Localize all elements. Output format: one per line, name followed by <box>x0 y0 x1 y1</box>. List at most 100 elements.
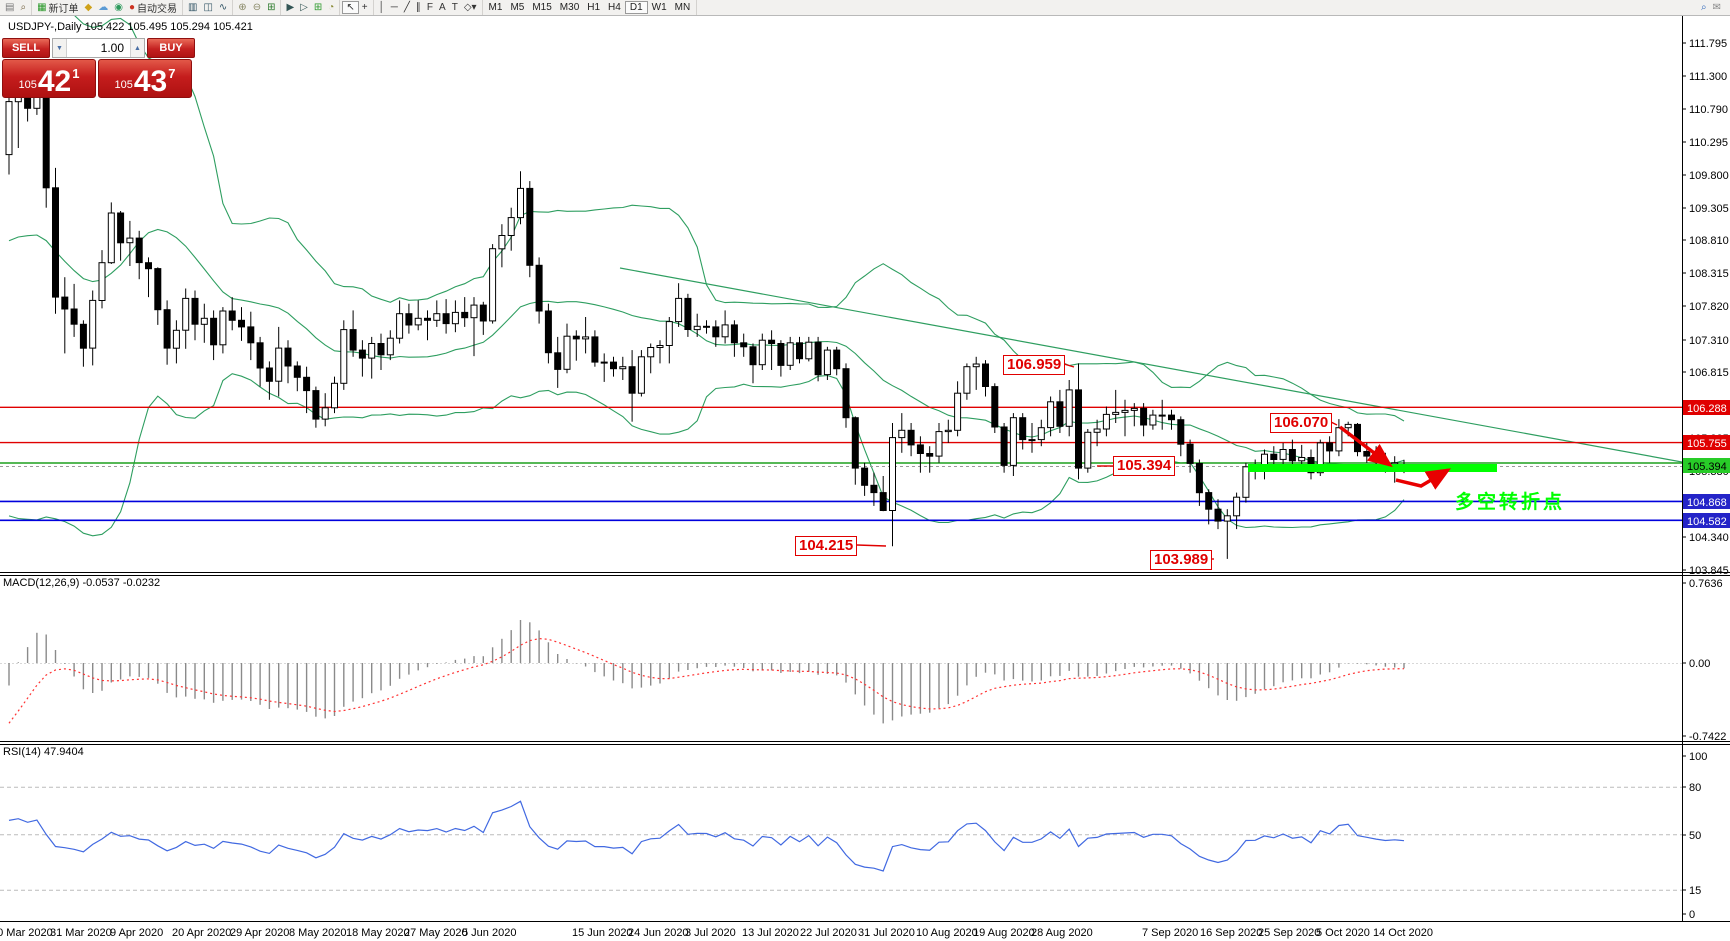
timeframe-h1-button[interactable]: H1 <box>587 2 601 13</box>
price-axis[interactable]: 111.795 111.300 110.790 110.295 109.800 109.3… <box>1682 38 1730 921</box>
svg-text:-0.7422: -0.7422 <box>1689 731 1726 743</box>
buy-button[interactable]: BUY <box>147 38 195 58</box>
svg-text:9 Apr 2020: 9 Apr 2020 <box>110 927 163 939</box>
hline-button[interactable]: ─ <box>388 1 401 14</box>
step-end-icon: ▷ <box>300 2 308 13</box>
zoom-in-button[interactable]: ⊕ <box>235 1 249 14</box>
svg-text:109.305: 109.305 <box>1689 203 1729 215</box>
svg-text:106.815: 106.815 <box>1689 367 1729 379</box>
sell-price-pipette: 1 <box>72 66 80 81</box>
tile-windows-button[interactable]: ⊞ <box>264 1 278 14</box>
profile-preview-button[interactable]: ⌕ <box>17 1 29 14</box>
chart-ohlc-title: USDJPY-,Daily 105.422 105.495 105.294 10… <box>8 21 253 33</box>
search-button[interactable]: ⌕ <box>1698 1 1710 14</box>
svg-text:31 Mar 2020: 31 Mar 2020 <box>50 927 112 939</box>
indicator-add-button[interactable]: ⊞ <box>311 1 325 14</box>
line-chart-icon: ∿ <box>218 2 228 13</box>
toolbar-group: ▦ 新订单 ◆ ☁ ◉ ● 自动交易 <box>32 0 183 15</box>
crosshair-button[interactable]: + <box>359 1 371 14</box>
svg-text:105.755: 105.755 <box>1687 438 1727 450</box>
svg-text:10 Aug 2020: 10 Aug 2020 <box>916 927 978 939</box>
svg-text:20 Apr 2020: 20 Apr 2020 <box>172 927 231 939</box>
shapes-icon: ◇▾ <box>463 2 477 13</box>
svg-text:27 May 2020: 27 May 2020 <box>404 927 468 939</box>
new-order-button[interactable]: ▦ 新订单 <box>34 1 81 15</box>
cursor-button[interactable]: ↖ <box>342 1 359 14</box>
buy-quote-tile[interactable]: 105 43 7 <box>98 59 192 98</box>
text-label-button[interactable]: T <box>449 1 461 14</box>
volume-increase-icon[interactable]: ▲ <box>130 39 144 57</box>
toolbar-group: ▤ ⌕ <box>0 0 33 15</box>
autotrade-label: 自动交易 <box>137 4 177 15</box>
cursor-icon: ↖ <box>346 2 355 13</box>
trendline-button[interactable]: ╱ <box>401 1 413 14</box>
zoom-out-button[interactable]: ⊖ <box>250 1 264 14</box>
chat-icon: ✉ <box>1712 2 1721 13</box>
period-clock-button[interactable]: ◔ <box>325 1 337 14</box>
shapes-button[interactable]: ◇▾ <box>461 1 480 14</box>
new-order-icon: ▦ <box>37 2 47 13</box>
timeframe-m15-button[interactable]: M15 <box>532 2 552 13</box>
svg-text:107.310: 107.310 <box>1689 335 1729 347</box>
buy-price-prefix: 105 <box>114 79 133 91</box>
zoom-out-icon: ⊖ <box>252 2 262 13</box>
svg-text:108.315: 108.315 <box>1689 268 1729 280</box>
svg-text:109.800: 109.800 <box>1689 170 1729 182</box>
toolbar-right-icons: ⌕ ✉ <box>1698 1 1730 14</box>
buy-price-pips: 43 <box>133 65 168 98</box>
crosshair-icon: + <box>361 2 368 13</box>
gold-icon: ◆ <box>84 2 93 13</box>
period-clock-icon: ◔ <box>328 2 335 13</box>
volume-value[interactable]: 1.00 <box>100 41 124 55</box>
svg-text:108.810: 108.810 <box>1689 235 1729 247</box>
vline-button[interactable]: │ <box>376 1 388 14</box>
toolbar-group: ↖ + <box>340 0 374 15</box>
svg-text:0.7636: 0.7636 <box>1689 578 1723 590</box>
autotrade-icon: ● <box>128 2 135 13</box>
sell-button[interactable]: SELL <box>2 38 50 58</box>
toolbar-groups: ▤ ⌕ ▦ 新订单 ◆ ☁ ◉ ● 自动交易 ▥ ◫ ∿ ⊕ ⊖ ⊞ ▶ ▷ ⊞ ◔ ↖ + │ ─ ╱ ∥ F A T ◇▾ <box>0 0 483 15</box>
timeframe-m1-button[interactable]: M1 <box>488 2 503 13</box>
svg-text:104.582: 104.582 <box>1687 516 1727 528</box>
svg-text:7 Sep 2020: 7 Sep 2020 <box>1142 927 1198 939</box>
svg-text:22 Jul 2020: 22 Jul 2020 <box>800 927 857 939</box>
timeframe-mn-button[interactable]: MN <box>674 2 691 13</box>
svg-text:15: 15 <box>1689 885 1701 897</box>
text-label-icon: T <box>451 2 458 13</box>
signal-button[interactable]: ◉ <box>111 1 126 14</box>
timeframe-w1-button[interactable]: W1 <box>651 2 667 13</box>
autotrade-button[interactable]: ● 自动交易 <box>126 1 180 15</box>
svg-text:50: 50 <box>1689 830 1701 842</box>
timeframe-m30-button[interactable]: M30 <box>559 2 580 13</box>
svg-text:0.00: 0.00 <box>1689 658 1710 670</box>
cloud-button[interactable]: ☁ <box>95 1 111 14</box>
timeframe-h4-button[interactable]: H4 <box>608 2 621 13</box>
step-forward-button[interactable]: ▶ <box>283 1 297 14</box>
line-chart-button[interactable]: ∿ <box>216 1 230 14</box>
volume-decrease-icon[interactable]: ▼ <box>53 39 67 57</box>
step-forward-icon: ▶ <box>286 2 295 13</box>
bar-chart-button[interactable]: ▥ <box>185 1 200 14</box>
volume-stepper: ▼ 1.00 ▲ <box>52 38 145 58</box>
chart-doc-button[interactable]: ▤ <box>2 1 17 14</box>
text-button[interactable]: A <box>436 1 449 14</box>
chat-button[interactable]: ✉ <box>1710 1 1724 14</box>
fibo-button[interactable]: F <box>424 1 436 14</box>
svg-text:104.340: 104.340 <box>1689 532 1729 544</box>
svg-text:8 May 2020: 8 May 2020 <box>289 927 346 939</box>
sell-quote-tile[interactable]: 105 42 1 <box>2 59 96 98</box>
candle-chart-button[interactable]: ◫ <box>200 1 215 14</box>
channel-button[interactable]: ∥ <box>413 1 424 14</box>
timeframe-m5-button[interactable]: M5 <box>510 2 525 13</box>
svg-text:80: 80 <box>1689 782 1701 794</box>
timeframe-d1-button[interactable]: D1 <box>624 1 648 14</box>
cloud-icon: ☁ <box>98 2 109 13</box>
search-icon: ⌕ <box>1701 2 1707 13</box>
gold-button[interactable]: ◆ <box>82 1 96 14</box>
step-end-button[interactable]: ▷ <box>297 1 311 14</box>
buy-price-pipette: 7 <box>168 66 176 81</box>
svg-text:18 May 2020: 18 May 2020 <box>346 927 410 939</box>
svg-text:110.295: 110.295 <box>1689 137 1728 149</box>
